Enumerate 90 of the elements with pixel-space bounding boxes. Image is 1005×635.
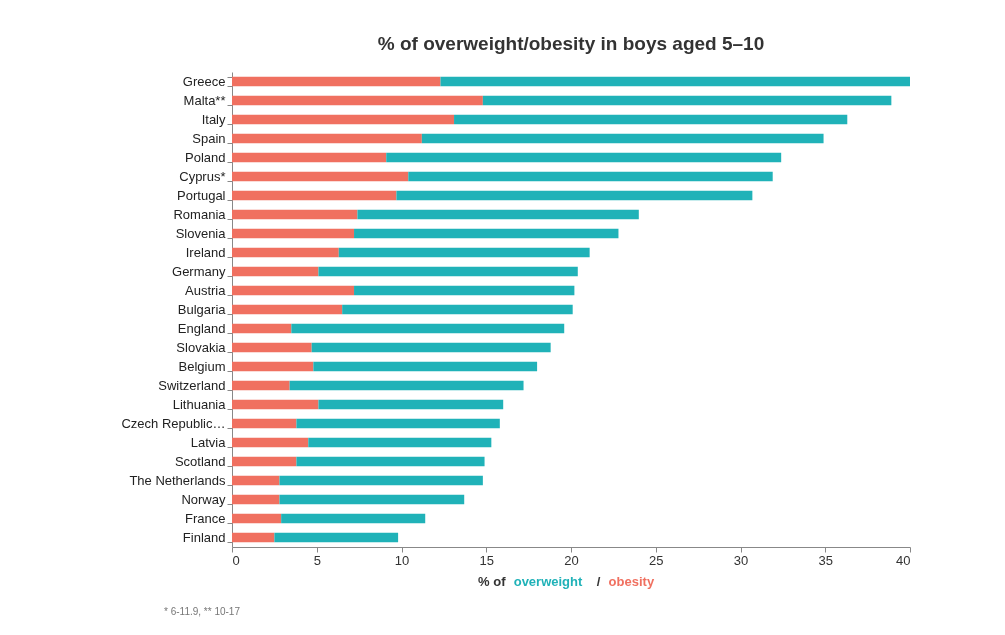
bar	[311, 342, 551, 353]
x-tick-label: 10	[394, 552, 410, 568]
y-tick-label: Finland	[182, 530, 226, 545]
y-tick-label: Scotland	[174, 454, 226, 469]
bar	[279, 475, 483, 486]
y-tick-label: Czech Republic…	[121, 416, 226, 431]
y-tick-label: France	[185, 511, 226, 526]
x-tick-label: 35	[818, 552, 833, 568]
y-tick-label: Germany	[172, 264, 226, 279]
y-tick-label: Portugal	[177, 188, 226, 203]
bar	[232, 361, 314, 372]
bar	[232, 418, 297, 429]
bar	[232, 114, 455, 125]
bar	[232, 228, 355, 239]
x-tick-label: 30	[733, 552, 749, 568]
x-tick-label: 20	[564, 552, 579, 568]
y-tick-label: Bulgaria	[177, 302, 227, 317]
bar	[232, 152, 387, 163]
text: obesity	[608, 574, 655, 589]
bar	[232, 247, 339, 258]
y-tick-label: England	[177, 321, 226, 336]
text: * 6-11.9, ** 10-17	[164, 606, 241, 617]
bar	[232, 76, 441, 87]
bar	[308, 437, 492, 448]
y-tick-label: Romania	[173, 207, 227, 222]
bar	[232, 494, 280, 505]
x-tick-label: 15	[479, 552, 494, 568]
bar	[342, 304, 573, 315]
bar	[232, 95, 483, 106]
y-tick-label: Slovenia	[175, 226, 227, 241]
x-tick-label: 40	[896, 552, 911, 568]
bar	[291, 323, 565, 334]
bar	[232, 323, 292, 334]
bar	[232, 475, 280, 486]
y-tick-label: Lithuania	[172, 397, 227, 412]
bar	[232, 456, 297, 467]
x-tick-label: 5	[313, 552, 321, 568]
x-tick-label: 0	[232, 552, 240, 568]
y-tick-label: Malta**	[183, 93, 226, 108]
bar	[281, 513, 426, 524]
bar	[338, 247, 590, 258]
bar	[289, 380, 524, 391]
y-tick-label: Slovakia	[176, 340, 227, 355]
bar	[232, 437, 309, 448]
bar	[313, 361, 538, 372]
bar	[421, 133, 824, 144]
bar	[354, 285, 575, 296]
bar	[232, 190, 397, 201]
bar	[279, 494, 465, 505]
bar	[274, 532, 399, 543]
bar	[232, 304, 343, 315]
y-tick-label: Ireland	[185, 245, 226, 260]
bar	[386, 152, 782, 163]
bar	[354, 228, 619, 239]
bar	[440, 76, 910, 87]
bar	[232, 342, 312, 353]
y-tick-label: The Netherlands	[129, 473, 226, 488]
bar	[232, 266, 319, 277]
bar	[232, 380, 290, 391]
y-tick-label: Cyprus*	[179, 169, 226, 184]
y-tick-label: Latvia	[190, 435, 227, 450]
bar	[232, 285, 355, 296]
y-tick-label: Greece	[182, 74, 226, 89]
y-tick-label: Poland	[185, 150, 226, 165]
bar	[454, 114, 848, 125]
bar	[318, 399, 504, 410]
bar	[232, 399, 319, 410]
chart-title: % of overweight/obesity in boys aged 5–10	[377, 33, 765, 54]
bar	[357, 209, 639, 220]
text: overweight	[513, 574, 583, 589]
bar	[396, 190, 753, 201]
bar	[296, 418, 500, 429]
bar	[408, 171, 773, 182]
y-tick-label: Spain	[192, 131, 226, 146]
bar	[482, 95, 892, 106]
text: /	[596, 574, 601, 589]
x-axis-title: % of	[478, 574, 507, 589]
bar	[232, 513, 282, 524]
x-tick-label: 25	[649, 552, 664, 568]
bar	[296, 456, 485, 467]
bar	[232, 171, 409, 182]
bar	[232, 209, 358, 220]
bar	[232, 133, 422, 144]
y-tick-label: Austria	[185, 283, 227, 298]
bar	[318, 266, 578, 277]
y-tick-label: Belgium	[178, 359, 226, 374]
bar	[232, 532, 275, 543]
y-tick-label: Italy	[201, 112, 226, 127]
y-tick-label: Norway	[181, 492, 226, 507]
y-tick-label: Switzerland	[158, 378, 226, 393]
